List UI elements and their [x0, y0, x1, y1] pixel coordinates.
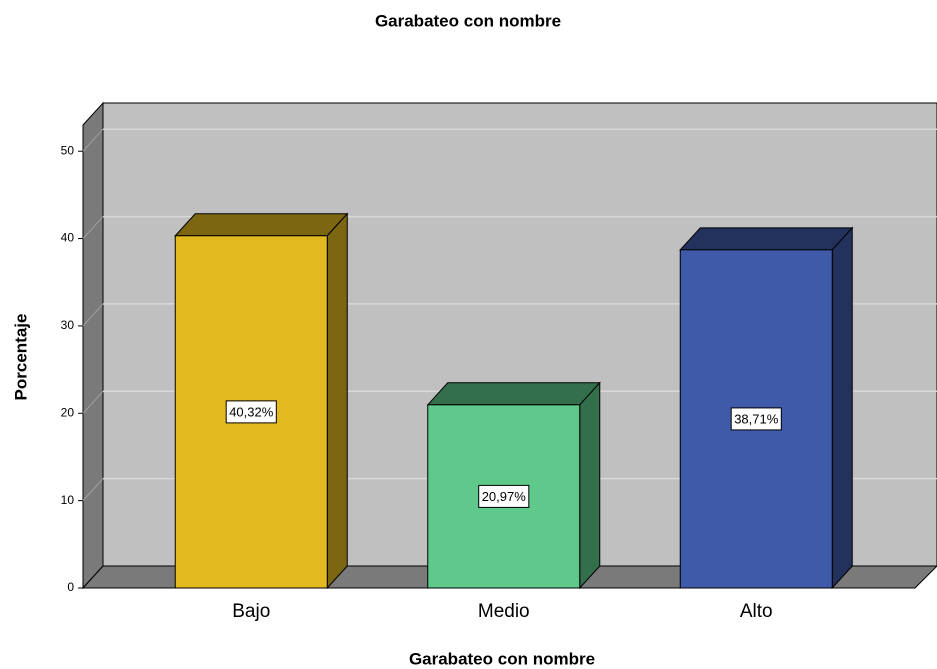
x-axis-label: Garabateo con nombre: [409, 649, 595, 668]
bar-top: [679, 227, 854, 251]
bar-top: [174, 213, 349, 237]
grid-line: [82, 216, 104, 239]
y-tick-label: 50: [61, 143, 75, 157]
y-axis-label: Porcentaje: [11, 314, 30, 401]
grid-line: [82, 128, 104, 152]
x-tick-label: Medio: [478, 601, 530, 622]
bar: [174, 235, 328, 589]
value-label-box: [225, 400, 277, 424]
value-label-box: [478, 484, 530, 508]
value-label: 20,97%: [482, 489, 527, 504]
bar-side: [579, 381, 601, 590]
x-tick-label: Alto: [740, 601, 773, 622]
bar-side: [326, 212, 348, 590]
bar-top: [426, 382, 601, 406]
chart-title: Garabateo con nombre: [375, 11, 561, 30]
bar-side: [831, 226, 853, 590]
grid-line: [82, 303, 104, 327]
y-tick-label: 30: [61, 318, 75, 332]
y-tick-label: 40: [61, 231, 75, 245]
value-label-box: [730, 407, 782, 431]
value-label: 38,71%: [734, 411, 779, 426]
value-label: 40,32%: [229, 404, 274, 419]
left-wall: [82, 101, 104, 590]
y-tick-label: 20: [61, 405, 75, 419]
grid-line: [82, 478, 104, 501]
x-tick-label: Bajo: [232, 601, 270, 622]
y-tick-label: 10: [61, 493, 75, 507]
y-tick-label: 0: [67, 580, 74, 594]
grid-line: [82, 390, 104, 414]
